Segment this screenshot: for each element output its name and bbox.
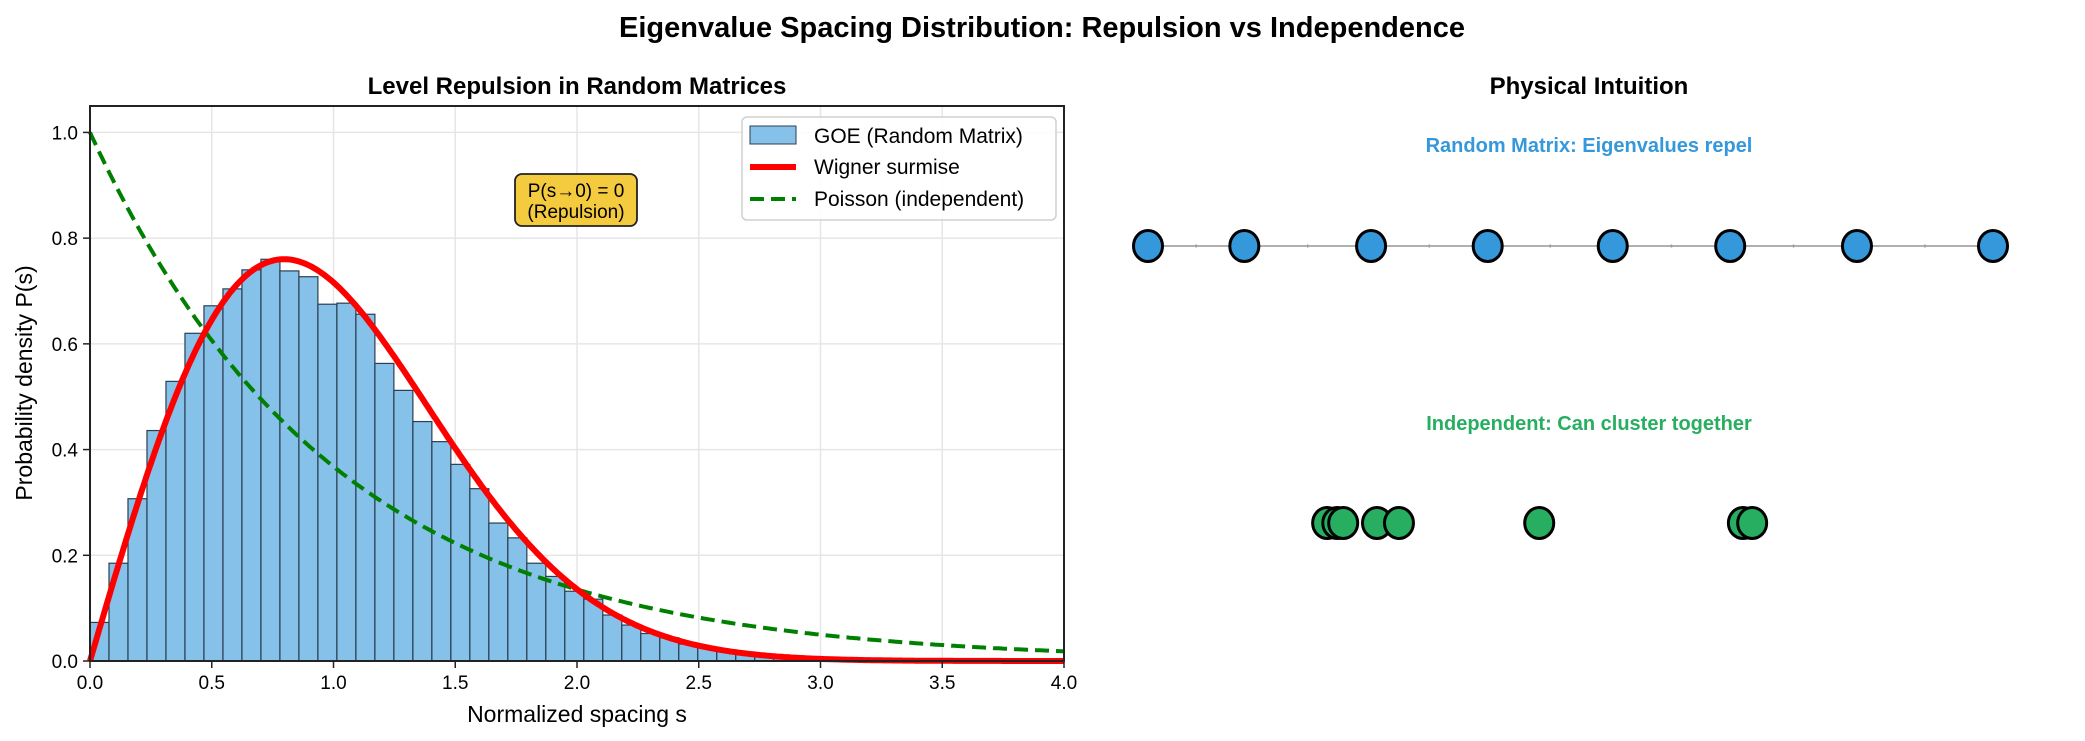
left-panel-title: Level Repulsion in Random Matrices: [368, 73, 787, 100]
histogram-bar: [640, 632, 661, 662]
histogram-bar: [393, 389, 414, 662]
legend-label-histogram: GOE (Random Matrix): [814, 125, 1023, 148]
x-tick-label: 4.0: [1051, 673, 1077, 694]
repulsion-annotation: P(s→0) = 0 (Repulsion): [514, 173, 638, 227]
right-panel-title: Physical Intuition: [1490, 73, 1689, 100]
x-tick-label: 1.0: [320, 673, 346, 694]
y-tick-label: 0.0: [52, 652, 78, 673]
random-matrix-eigenvalue-dot: [1714, 229, 1747, 263]
random-matrix-eigenvalue-dot: [1471, 229, 1504, 263]
histogram-bar: [374, 362, 395, 662]
x-axis-label: Normalized spacing s: [467, 701, 687, 727]
random-matrix-eigenvalue-dot: [1132, 229, 1164, 263]
legend-swatch-histogram: [749, 125, 797, 145]
histogram-bar: [203, 305, 224, 662]
random-matrix-eigenvalue-dot: [1840, 229, 1873, 263]
random-matrix-eigenvalue-dot: [1596, 229, 1629, 263]
eigenvalue-dots: [1132, 229, 2009, 540]
legend: GOE (Random Matrix) Wigner surmise Poiss…: [741, 116, 1057, 221]
histogram-bar: [279, 270, 300, 662]
poisson-curve: [88, 131, 1065, 654]
y-axis-label: Probability density P(s): [11, 265, 37, 500]
histogram-bar: [469, 488, 490, 662]
random-matrix-label: Random Matrix: Eigenvalues repel: [1426, 135, 1753, 157]
y-tick-label: 0.4: [52, 441, 79, 462]
y-tick-label: 0.8: [52, 229, 78, 250]
random-matrix-eigenvalue-dot: [1355, 229, 1388, 263]
legend-label-poisson: Poisson (independent): [814, 188, 1024, 211]
histogram-bar: [545, 575, 566, 662]
histogram-bar: [222, 288, 243, 662]
histogram-bar: [602, 614, 623, 662]
x-tick-label: 3.0: [807, 673, 833, 694]
legend-label-wigner: Wigner surmise: [814, 156, 960, 179]
independent-label: Independent: Can cluster together: [1426, 413, 1752, 435]
histogram-bar: [450, 463, 471, 662]
independent-eigenvalue-dot: [1382, 506, 1415, 540]
independent-eigenvalue-dot: [1523, 506, 1556, 540]
x-tick-label: 1.5: [442, 673, 468, 694]
histogram-bar: [564, 590, 585, 662]
y-tick-label: 1.0: [52, 123, 78, 144]
histogram-bar: [260, 258, 281, 662]
histogram-bar: [184, 332, 205, 662]
histogram-bar: [412, 420, 433, 662]
right-panel: Physical Intuition Random Matrix: Eigenv…: [1132, 73, 2009, 540]
annotation-box: [514, 173, 638, 227]
random-matrix-eigenvalue-dot: [1977, 229, 2009, 263]
x-tick-label: 0.5: [199, 673, 225, 694]
annotation-line-1: P(s→0) = 0: [528, 181, 625, 202]
independent-eigenvalue-dot: [1736, 506, 1769, 540]
y-ticks: 0.0 0.2 0.4 0.6 0.8 1.0: [52, 123, 90, 673]
left-panel: Level Repulsion in Random Matrices 0.0 0.…: [11, 73, 1077, 727]
histogram-bar: [317, 303, 338, 662]
independent-eigenvalue-dot: [1327, 506, 1360, 540]
random-matrix-eigenvalue-dot: [1228, 229, 1261, 263]
x-tick-label: 2.5: [686, 673, 712, 694]
histogram-bar: [488, 522, 509, 662]
histogram-bar: [165, 380, 186, 662]
histogram-bar: [298, 276, 319, 662]
x-tick-label: 3.5: [929, 673, 955, 694]
y-tick-label: 0.2: [52, 546, 78, 567]
legend-box: [741, 116, 1057, 221]
x-ticks: 0.0 0.5 1.0 1.5 2.0 2.5 3.0 3.5 4.0: [77, 661, 1077, 694]
histogram-bar: [431, 441, 452, 662]
x-tick-label: 2.0: [564, 673, 590, 694]
histogram-bar: [507, 537, 528, 662]
histogram-bar: [241, 269, 262, 662]
histogram-bar: [621, 624, 642, 662]
annotation-line-2: (Repulsion): [527, 202, 624, 223]
suptitle: Eigenvalue Spacing Distribution: Repulsi…: [619, 12, 1465, 44]
y-tick-label: 0.6: [52, 335, 78, 356]
x-tick-label: 0.0: [77, 673, 103, 694]
